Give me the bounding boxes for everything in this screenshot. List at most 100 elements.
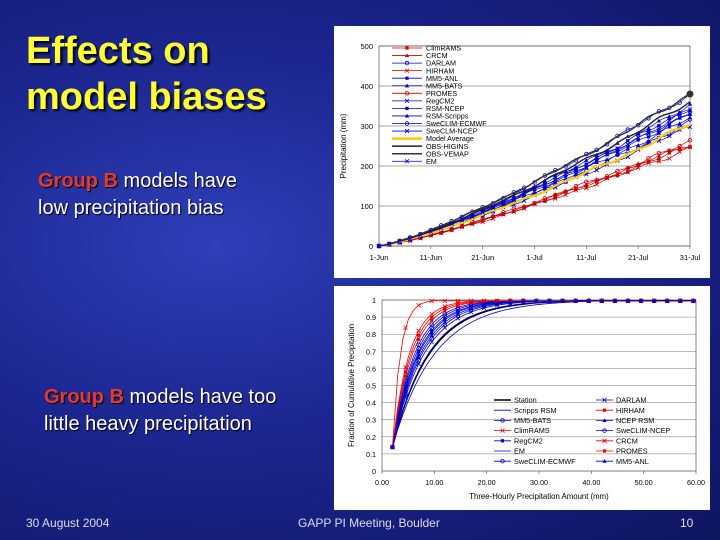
chart2-marker-mm5-anl	[468, 306, 474, 311]
chart1-marker-mm5-anl	[532, 188, 537, 192]
chart2-y-tick-label: 0.6	[366, 364, 376, 373]
chart1-marker-rsm-ncep	[646, 129, 651, 133]
chart2-legend-label-sweclim-ncep: SweCLIM-NCEP	[616, 426, 670, 435]
chart1-legend-marker-mm5-bats	[404, 83, 410, 88]
chart1-marker-mm5-anl	[636, 138, 640, 142]
chart1-legend-label-promes: PROMES	[426, 89, 457, 98]
chart1-marker-sweclim-ecmwf	[542, 186, 548, 191]
chart1-x-tick-label: 11-Jul	[576, 253, 596, 262]
chart1-y-tick-label: 300	[360, 122, 373, 131]
chart1-x-tick-label: 21-Jul	[628, 253, 649, 262]
chart2-series-mm5-anl	[392, 300, 696, 448]
chart2-marker-mm5-anl	[586, 298, 591, 303]
chart1-legend-marker-rsm-scripps	[404, 113, 410, 118]
chart2-legend-label-regcm2: RegCM2	[514, 436, 543, 445]
chart1-marker-hirham	[573, 188, 579, 193]
chart1-marker-climrams	[636, 163, 640, 168]
bullet1-highlight: Group B	[38, 170, 118, 192]
chart2-legend-marker-darlam	[602, 397, 607, 403]
chart2-marker-darlam	[416, 361, 421, 367]
chart1-marker-promes	[677, 143, 682, 149]
chart1-marker-em	[604, 152, 610, 157]
bullet2-highlight: Group B	[44, 386, 124, 408]
chart2-marker-promes	[456, 302, 460, 306]
chart1-legend-label-rsm-ncep: RSM-NCEP	[426, 104, 465, 113]
slide-title: Effects on model biases	[26, 28, 267, 120]
chart1-marker-mm5-anl	[574, 170, 578, 174]
chart2-y-tick-label: 0	[372, 467, 376, 476]
chart1-x-tick-label: 31-Jul	[680, 253, 701, 262]
chart1-marker-em	[511, 197, 517, 203]
chart2-marker-ncep-rsm	[442, 317, 447, 322]
chart1-marker-crcm	[687, 144, 693, 148]
chart1-marker-promes	[667, 148, 672, 153]
chart1-marker-hirham	[584, 185, 589, 191]
chart1-marker-rsm-ncep	[595, 155, 599, 160]
bullet-low-bias: Group B models have low precipitation bi…	[38, 168, 237, 222]
chart1-marker-mm5-anl	[564, 174, 568, 178]
chart1-x-tick-label: 1-Jun	[370, 253, 389, 262]
chart2-marker-mm5-anl	[599, 298, 604, 303]
chart2-legend-label-climrams: ClimRAMS	[514, 426, 550, 435]
chart2-marker-mm5-anl	[390, 444, 395, 449]
chart2-y-tick-label: 0.2	[366, 433, 376, 442]
chart1-marker-rsm-ncep	[543, 181, 547, 186]
chart2-legend-label-mm5-anl: MM5-ANL	[616, 457, 649, 466]
chart2-legend-label-ncep-rsm: NCEP RSM	[616, 416, 654, 425]
chart2-marker-climrams	[403, 325, 408, 331]
chart2-marker-climrams	[416, 302, 421, 308]
bullet1-text-2: low precipitation bias	[38, 197, 224, 219]
chart1-marker-sweclm-ncep	[677, 110, 682, 116]
chart1-marker-hirham	[615, 171, 620, 177]
chart2-marker-mm5-anl	[534, 298, 539, 303]
chart1-svg: 0 100 200 300 400 500 1-Jun 11-Jun 21-Jun 1-Jul 11…	[339, 42, 701, 262]
chart1-legend-label-mm5-bats: MM5-BATS	[426, 81, 463, 90]
chart2-series-regcm2	[392, 300, 696, 448]
chart2-series-station	[391, 300, 696, 448]
chart1-marker-promes	[532, 201, 537, 206]
chart2-legend-marker-climrams	[500, 428, 505, 433]
chart1-marker-em	[542, 182, 548, 188]
chart1-marker-em	[501, 201, 506, 207]
chart1-marker-darlam	[667, 105, 672, 111]
footer-event: GAPP PI Meeting, Boulder	[298, 516, 440, 530]
chart2-marker-mm5-anl	[416, 355, 421, 359]
chart1-marker-em	[615, 148, 620, 153]
chart1-y-tick-label: 200	[360, 162, 373, 171]
chart2-marker-promes	[403, 370, 408, 374]
bullet2-text-1: models have too	[124, 386, 277, 408]
chart1-marker-em	[376, 243, 382, 249]
chart2-marker-mm5-anl	[560, 298, 565, 303]
chart2-legend-marker-sweclim-ncep	[602, 428, 607, 433]
chart2-series-promes	[392, 300, 696, 448]
chart2-marker-mm5-anl	[691, 298, 696, 303]
chart2-legend-label-mm5-bats: MM5-BATS	[514, 416, 551, 425]
chart1-marker-em	[563, 172, 568, 177]
chart1-x-tick-label: 21-Jun	[471, 253, 494, 262]
chart1-legend-marker-rsm-ncep	[405, 106, 409, 110]
chart1-marker-sweclim-ecmwf	[615, 152, 620, 158]
chart2-marker-promes	[495, 299, 499, 303]
chart1-marker-rsm-scripps	[687, 101, 693, 106]
chart1-y-tick-label: 400	[360, 82, 373, 91]
chart2-legend-label-crcm: CRCM	[616, 436, 638, 445]
chart1-series-model-average	[378, 123, 691, 248]
chart1-marker-rsm-scripps	[667, 114, 672, 119]
chart1-marker-rsm-ncep	[688, 109, 692, 113]
chart1-marker-promes	[646, 156, 651, 161]
chart1-legend-label-hirham: HIRHAM	[426, 66, 454, 75]
chart2-marker-darlam	[429, 339, 434, 345]
chart2-marker-mm5-anl	[429, 333, 434, 338]
chart1-marker-hirham	[666, 156, 672, 161]
chart2-marker-climrams	[442, 298, 448, 304]
chart1-marker-hirham	[625, 169, 631, 175]
chart2-marker-hirham	[403, 374, 408, 378]
chart1-marker-mm5-anl	[626, 144, 630, 148]
chart1-marker-hirham	[594, 182, 599, 187]
chart1-marker-em	[418, 232, 423, 238]
chart1-marker-em	[552, 177, 558, 183]
bullet-heavy-precip: Group B models have too little heavy pre…	[44, 384, 276, 438]
chart1-marker-hirham	[563, 192, 568, 198]
chart1-y-tick-label: 500	[360, 42, 373, 51]
chart1-marker-hirham	[656, 159, 662, 164]
